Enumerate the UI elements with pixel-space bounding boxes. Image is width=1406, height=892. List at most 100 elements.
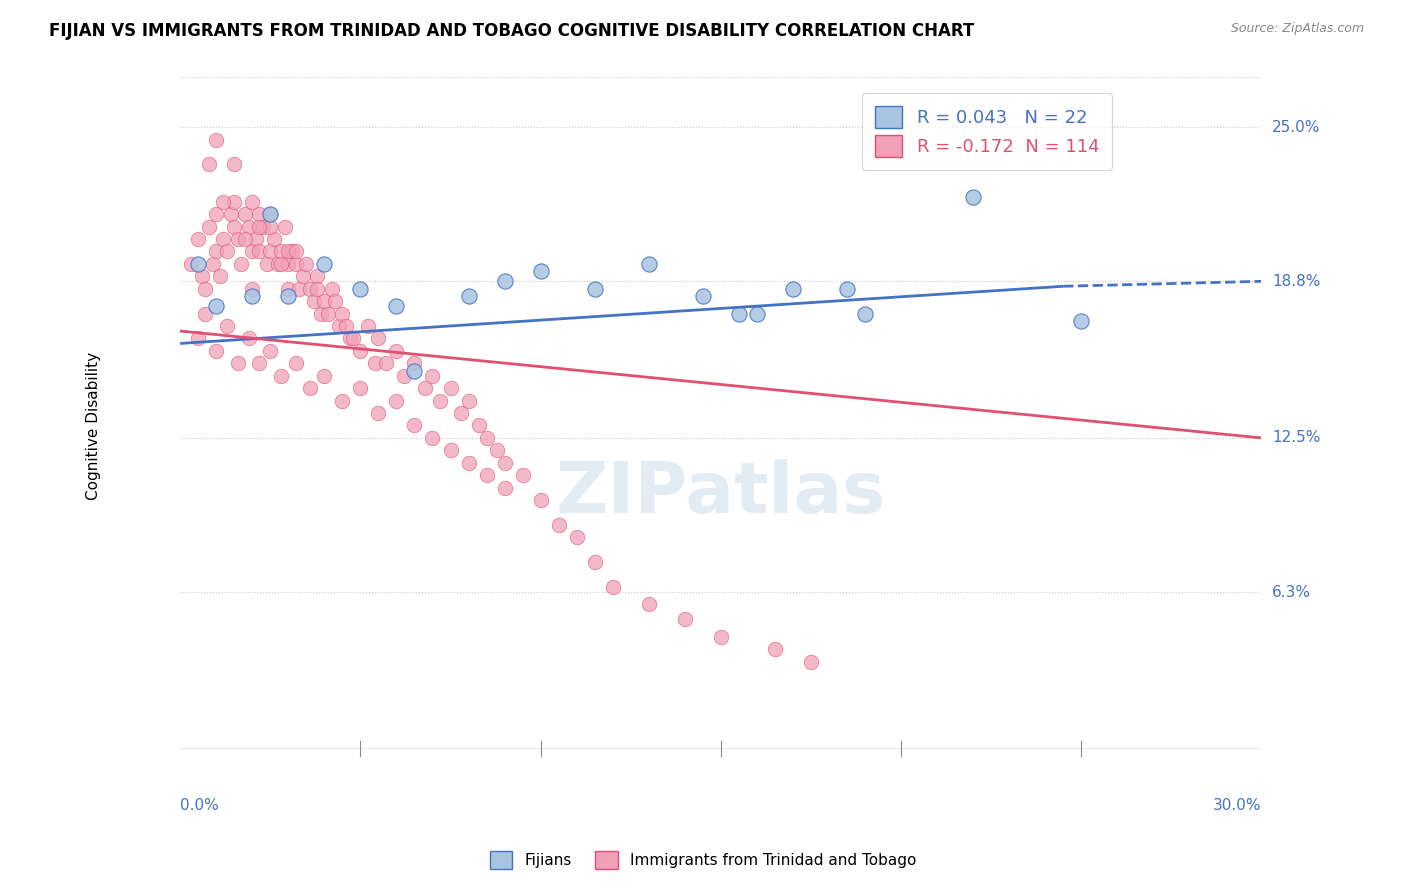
Point <box>413 381 436 395</box>
Point <box>385 393 408 408</box>
Point <box>302 294 325 309</box>
Point <box>692 289 714 303</box>
Legend: Fijians, Immigrants from Trinidad and Tobago: Fijians, Immigrants from Trinidad and To… <box>484 845 922 875</box>
Point <box>215 319 238 334</box>
Point <box>422 368 444 383</box>
Point <box>475 468 498 483</box>
Text: Cognitive Disability: Cognitive Disability <box>86 351 101 500</box>
Point <box>309 307 332 321</box>
Point <box>256 257 278 271</box>
Point <box>494 274 516 288</box>
Point <box>284 356 307 370</box>
Point <box>782 282 804 296</box>
Point <box>583 282 606 296</box>
Point <box>962 190 984 204</box>
Text: 30.0%: 30.0% <box>1213 798 1261 814</box>
Point <box>205 343 228 358</box>
Point <box>637 257 659 271</box>
Point <box>249 207 271 221</box>
Point <box>205 299 228 313</box>
Point <box>710 630 733 644</box>
Text: 25.0%: 25.0% <box>1272 120 1320 135</box>
Point <box>277 289 299 303</box>
Point <box>404 356 426 370</box>
Point <box>367 406 389 420</box>
Point <box>356 319 378 334</box>
Point <box>321 282 343 296</box>
Point <box>583 555 606 569</box>
Text: FIJIAN VS IMMIGRANTS FROM TRINIDAD AND TOBAGO COGNITIVE DISABILITY CORRELATION C: FIJIAN VS IMMIGRANTS FROM TRINIDAD AND T… <box>49 22 974 40</box>
Point <box>277 282 299 296</box>
Point <box>238 331 260 345</box>
Point <box>226 356 249 370</box>
Point <box>385 343 408 358</box>
Point <box>307 269 329 284</box>
Point <box>298 282 321 296</box>
Point <box>602 580 624 594</box>
Point <box>277 257 299 271</box>
Point <box>277 244 299 259</box>
Point <box>422 431 444 445</box>
Point <box>450 406 472 420</box>
Point <box>187 232 209 246</box>
Point <box>233 207 256 221</box>
Point <box>314 294 336 309</box>
Point <box>284 244 307 259</box>
Point <box>494 456 516 470</box>
Point <box>374 356 396 370</box>
Point <box>439 443 461 458</box>
Text: 6.3%: 6.3% <box>1272 584 1312 599</box>
Point <box>240 244 263 259</box>
Point <box>259 244 281 259</box>
Point <box>853 307 876 321</box>
Point <box>224 219 246 234</box>
Point <box>288 282 311 296</box>
Point <box>349 343 371 358</box>
Point <box>385 299 408 313</box>
Point <box>194 307 217 321</box>
Legend: R = 0.043   N = 22, R = -0.172  N = 114: R = 0.043 N = 22, R = -0.172 N = 114 <box>862 93 1112 169</box>
Point <box>530 264 553 278</box>
Point <box>194 282 217 296</box>
Text: ZIPatlas: ZIPatlas <box>555 459 886 528</box>
Point <box>565 530 588 544</box>
Point <box>231 257 253 271</box>
Point <box>238 219 260 234</box>
Point <box>259 343 281 358</box>
Point <box>298 381 321 395</box>
Point <box>270 368 292 383</box>
Point <box>201 257 224 271</box>
Point <box>314 257 336 271</box>
Point <box>284 257 307 271</box>
Point <box>245 232 267 246</box>
Point <box>364 356 387 370</box>
Point <box>332 393 354 408</box>
Point <box>266 257 288 271</box>
Point <box>457 393 479 408</box>
Point <box>180 257 202 271</box>
Point <box>259 207 281 221</box>
Point <box>468 418 491 433</box>
Point <box>349 282 371 296</box>
Point <box>215 244 238 259</box>
Point <box>392 368 415 383</box>
Point <box>1070 314 1092 328</box>
Point <box>274 219 297 234</box>
Text: 0.0%: 0.0% <box>180 798 219 814</box>
Point <box>205 244 228 259</box>
Point <box>457 289 479 303</box>
Point <box>212 194 235 209</box>
Point <box>429 393 451 408</box>
Point <box>404 418 426 433</box>
Point <box>205 207 228 221</box>
Point <box>295 257 318 271</box>
Point <box>367 331 389 345</box>
Point <box>835 282 858 296</box>
Text: 18.8%: 18.8% <box>1272 274 1320 289</box>
Point <box>457 456 479 470</box>
Point <box>249 356 271 370</box>
Point <box>224 157 246 171</box>
Point <box>673 612 696 626</box>
Point <box>763 642 786 657</box>
Point <box>745 307 768 321</box>
